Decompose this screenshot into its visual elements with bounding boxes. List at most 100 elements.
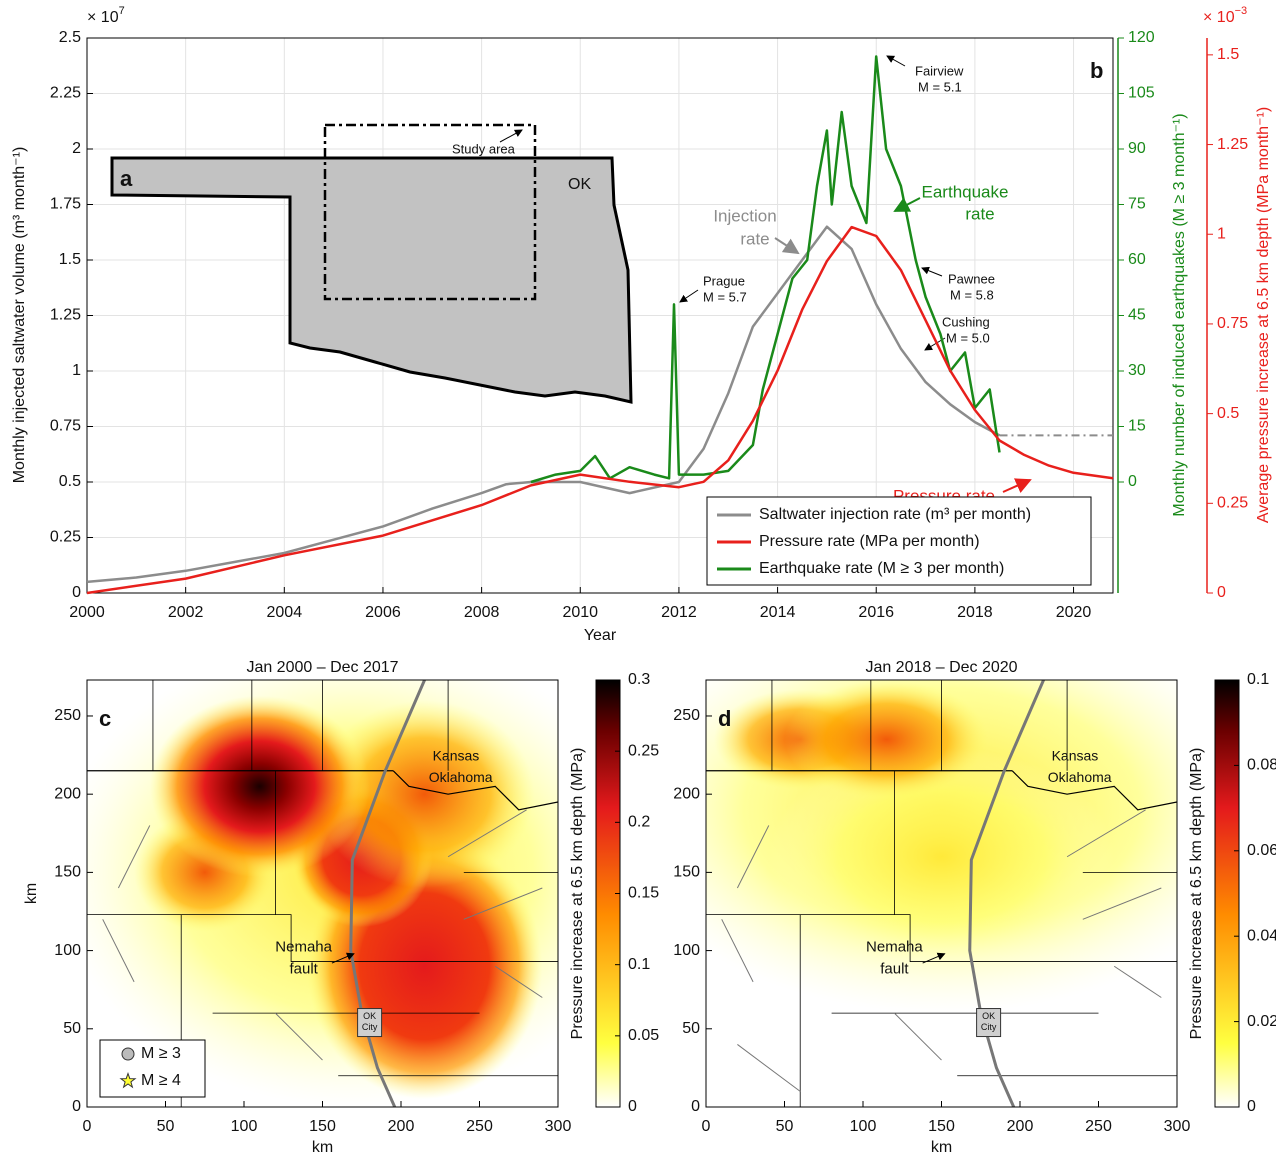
x-tick-label: 0 (702, 1118, 711, 1135)
city-label: City (362, 1022, 378, 1032)
region-label: Kansas (433, 747, 480, 763)
arrow (921, 266, 943, 277)
y-tick-label: 1.75 (50, 196, 81, 213)
y-axis-label: Monthly injected saltwater volume (m³ mo… (11, 147, 28, 484)
colorbar (1214, 679, 1240, 1108)
panel-b: b Year Monthly injected saltwater volume… (11, 5, 1272, 644)
oklahoma-map (110, 156, 633, 404)
annotation: Earthquake (922, 182, 1009, 201)
y2-axis-label: Monthly number of induced earthquakes (M… (1171, 113, 1188, 516)
y-tick-label: 0.5 (59, 473, 81, 490)
y-tick-label: 250 (54, 707, 81, 724)
y3-tick-label: 0.25 (1217, 495, 1248, 512)
y2-tick-label: 0 (1128, 473, 1137, 490)
x-tick-label: 2008 (464, 604, 500, 621)
y-tick-label: 1 (72, 362, 81, 379)
y-tick-label: 100 (54, 942, 81, 959)
annotation: M = 5.0 (946, 330, 990, 345)
x-tick-label: 200 (388, 1118, 415, 1135)
fault-trace (721, 919, 754, 983)
colorbar-tick-label: 0.06 (1247, 842, 1276, 859)
y3-tick-label: 1.25 (1217, 136, 1248, 153)
region-label: OK (568, 176, 591, 193)
x-tick-label: 2000 (69, 604, 105, 621)
colorbar-tick-label: 0.04 (1247, 927, 1276, 944)
y-tick-label: 0.75 (50, 418, 81, 435)
fault-trace (275, 1012, 323, 1061)
heat-blob (149, 695, 370, 878)
county-line (706, 914, 1177, 962)
city-label: City (981, 1022, 997, 1032)
y3-tick-label: 1.5 (1217, 46, 1239, 63)
y2-tick-label: 75 (1128, 196, 1146, 213)
colorbar-tick-label: 0 (628, 1098, 637, 1115)
colorbar-tick-label: 0 (1247, 1098, 1256, 1115)
legend-label: Saltwater injection rate (m³ per month) (759, 506, 1031, 523)
series-line (86, 225, 1114, 595)
county-line (87, 914, 558, 962)
fault-trace (1113, 965, 1162, 998)
fault-trace (102, 919, 135, 983)
multiplier-base: × 10 (87, 9, 119, 26)
y-tick-label: 0 (72, 1098, 81, 1115)
series-line (530, 55, 1001, 484)
arrow (886, 55, 906, 67)
panel-label: b (1090, 58, 1103, 83)
region-label: Oklahoma (429, 769, 493, 785)
y3-tick-label: 0.75 (1217, 315, 1248, 332)
y-tick-label: 0 (691, 1098, 700, 1115)
colorbar-tick-label: 0.25 (628, 742, 659, 759)
arrow (774, 237, 800, 255)
fault-trace (1082, 887, 1162, 920)
arrow (893, 197, 921, 212)
x-tick-label: 50 (157, 1118, 175, 1135)
state-border (392, 770, 558, 811)
legend-label: Pressure rate (MPa per month) (759, 533, 980, 550)
heat-blob (784, 680, 989, 799)
x-tick-label: 2014 (760, 604, 796, 621)
x-tick-label: 300 (1164, 1118, 1191, 1135)
x-tick-label: 2006 (365, 604, 401, 621)
legend-symbol (119, 1071, 137, 1089)
arrow (679, 289, 699, 303)
annotation: Pawnee (948, 271, 995, 286)
multiplier-exponent: −3 (1235, 5, 1248, 17)
region-label: Oklahoma (1048, 769, 1112, 785)
y-tick-label: 50 (63, 1020, 81, 1037)
plot-frame (86, 37, 1114, 594)
y-tick-label: 0.25 (50, 529, 81, 546)
x-axis-label: km (312, 1139, 333, 1156)
panel-title: Jan 2018 – Dec 2020 (865, 659, 1017, 676)
series-line (86, 225, 1001, 584)
y3-tick-label: 1 (1217, 225, 1226, 242)
legend-label: M ≥ 4 (141, 1072, 181, 1089)
arrow (331, 952, 355, 964)
fault-trace (494, 965, 543, 998)
x-axis-label: km (931, 1139, 952, 1156)
panel-title: Jan 2000 – Dec 2017 (246, 659, 398, 676)
y3-tick-label: 0.5 (1217, 405, 1239, 422)
multiplier-base: × 10 (1203, 9, 1235, 26)
colorbar-tick-label: 0.08 (1247, 757, 1276, 774)
y-tick-label: 200 (54, 785, 81, 802)
y3-tick-label: 0 (1217, 584, 1226, 601)
y-tick-label: 250 (673, 707, 700, 724)
heat-blob (768, 747, 1115, 967)
y-tick-label: 150 (54, 864, 81, 881)
city-label: OK (363, 1011, 376, 1021)
x-tick-label: 2012 (661, 604, 697, 621)
heat-field (87, 680, 558, 1107)
colorbar-tick-label: 0.02 (1247, 1013, 1276, 1030)
y-tick-label: 1.5 (59, 251, 81, 268)
x-tick-label: 2020 (1056, 604, 1092, 621)
x-tick-label: 2010 (562, 604, 598, 621)
y2-tick-label: 120 (1128, 29, 1155, 46)
y-tick-label: 2.5 (59, 29, 81, 46)
multiplier-exponent: 7 (119, 5, 125, 17)
panel-label: c (99, 706, 111, 731)
y2-tick-label: 45 (1128, 307, 1146, 324)
legend-box (706, 496, 1092, 586)
colorbar-label: Pressure increase at 6.5 km depth (MPa) (1188, 748, 1205, 1040)
y2-tick-label: 90 (1128, 140, 1146, 157)
city-box (357, 1008, 383, 1038)
